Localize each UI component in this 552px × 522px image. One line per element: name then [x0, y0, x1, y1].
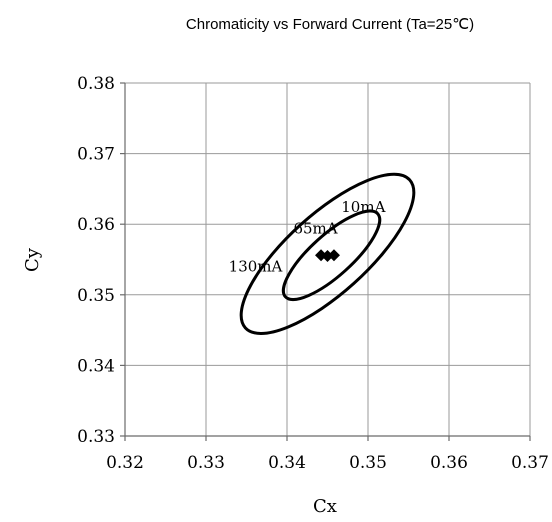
y-tick-label: 0.36 — [77, 215, 115, 235]
chromaticity-rings — [239, 172, 416, 335]
y-tick-label: 0.37 — [77, 145, 115, 165]
current-annotation: 10mA — [341, 198, 385, 216]
x-tick-label: 0.34 — [268, 453, 306, 473]
x-tick-label: 0.32 — [106, 453, 144, 473]
data-points — [315, 249, 340, 262]
chromaticity-ring-1 — [281, 209, 382, 302]
current-annotation: 65mA — [293, 219, 337, 237]
y-tick-label: 0.38 — [77, 74, 115, 94]
grid-lines — [125, 82, 531, 436]
x-tick-label: 0.37 — [511, 453, 549, 473]
x-tick-label: 0.35 — [349, 453, 387, 473]
chromaticity-ring-2 — [239, 172, 416, 335]
chart-title: Chromaticity vs Forward Current (Ta=25℃) — [186, 16, 474, 33]
data-point-marker — [327, 249, 340, 262]
axes — [120, 82, 531, 441]
y-tick-label: 0.33 — [77, 427, 115, 447]
x-tick-label: 0.36 — [430, 453, 468, 473]
y-tick-label: 0.35 — [77, 286, 115, 306]
x-axis-label: Cx — [313, 496, 337, 517]
y-tick-label: 0.34 — [77, 356, 115, 376]
x-tick-label: 0.33 — [187, 453, 225, 473]
tick-labels: 0.32 0.33 0.34 0.35 0.36 0.37 0.33 0.34 0.35 0.36… — [77, 74, 549, 473]
y-axis-label: Cy — [22, 247, 43, 272]
current-annotation: 130mA — [229, 258, 283, 276]
